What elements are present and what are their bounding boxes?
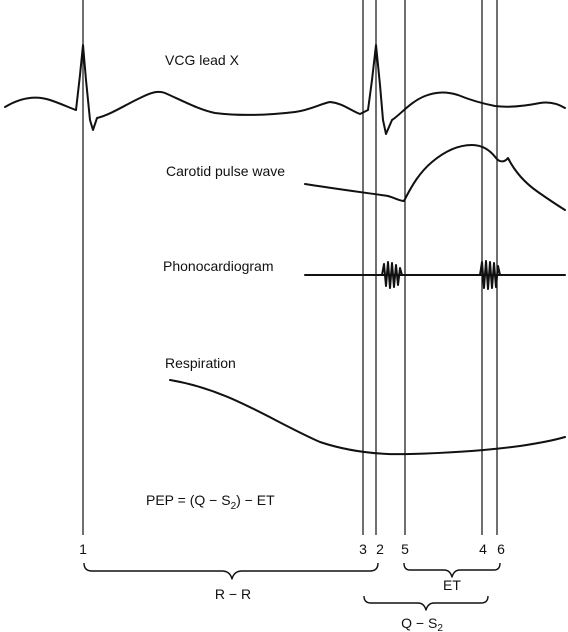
event-number-4: 4 [479, 541, 487, 557]
carotid-label: Carotid pulse wave [166, 163, 285, 179]
event-number-2: 2 [376, 541, 384, 557]
qs2-label-main: Q − S [401, 615, 437, 631]
pep-formula: PEP = (Q − S2) − ET [146, 492, 275, 512]
vcg-trace [4, 44, 566, 135]
event-number-1: 1 [79, 541, 87, 557]
qs2-brace [363, 595, 489, 611]
event-number-6: 6 [497, 541, 505, 557]
respiration-trace [169, 379, 566, 456]
carotid-pulse-trace [304, 144, 566, 211]
phonocardiogram-label: Phonocardiogram [163, 258, 274, 274]
rr-brace [83, 562, 379, 580]
respiration-label: Respiration [165, 355, 236, 371]
qs2-label-sub: 2 [437, 623, 443, 632]
et-brace [403, 562, 501, 578]
event-numbers: 1 3 2 5 4 6 [79, 541, 505, 557]
rr-label: R − R [215, 586, 251, 602]
et-label: ET [443, 577, 461, 593]
event-number-3: 3 [359, 541, 367, 557]
event-lines [82, 0, 498, 535]
event-number-5: 5 [401, 541, 409, 557]
pep-formula-lhs: PEP = (Q − S [146, 492, 231, 508]
pep-formula-rhs: ) − ET [236, 492, 275, 508]
qs2-label: Q − S2 [401, 615, 443, 632]
phonocardiogram-trace [304, 260, 566, 290]
vcg-label: VCG lead X [165, 52, 240, 68]
pep-formula-sub: 2 [231, 501, 237, 512]
